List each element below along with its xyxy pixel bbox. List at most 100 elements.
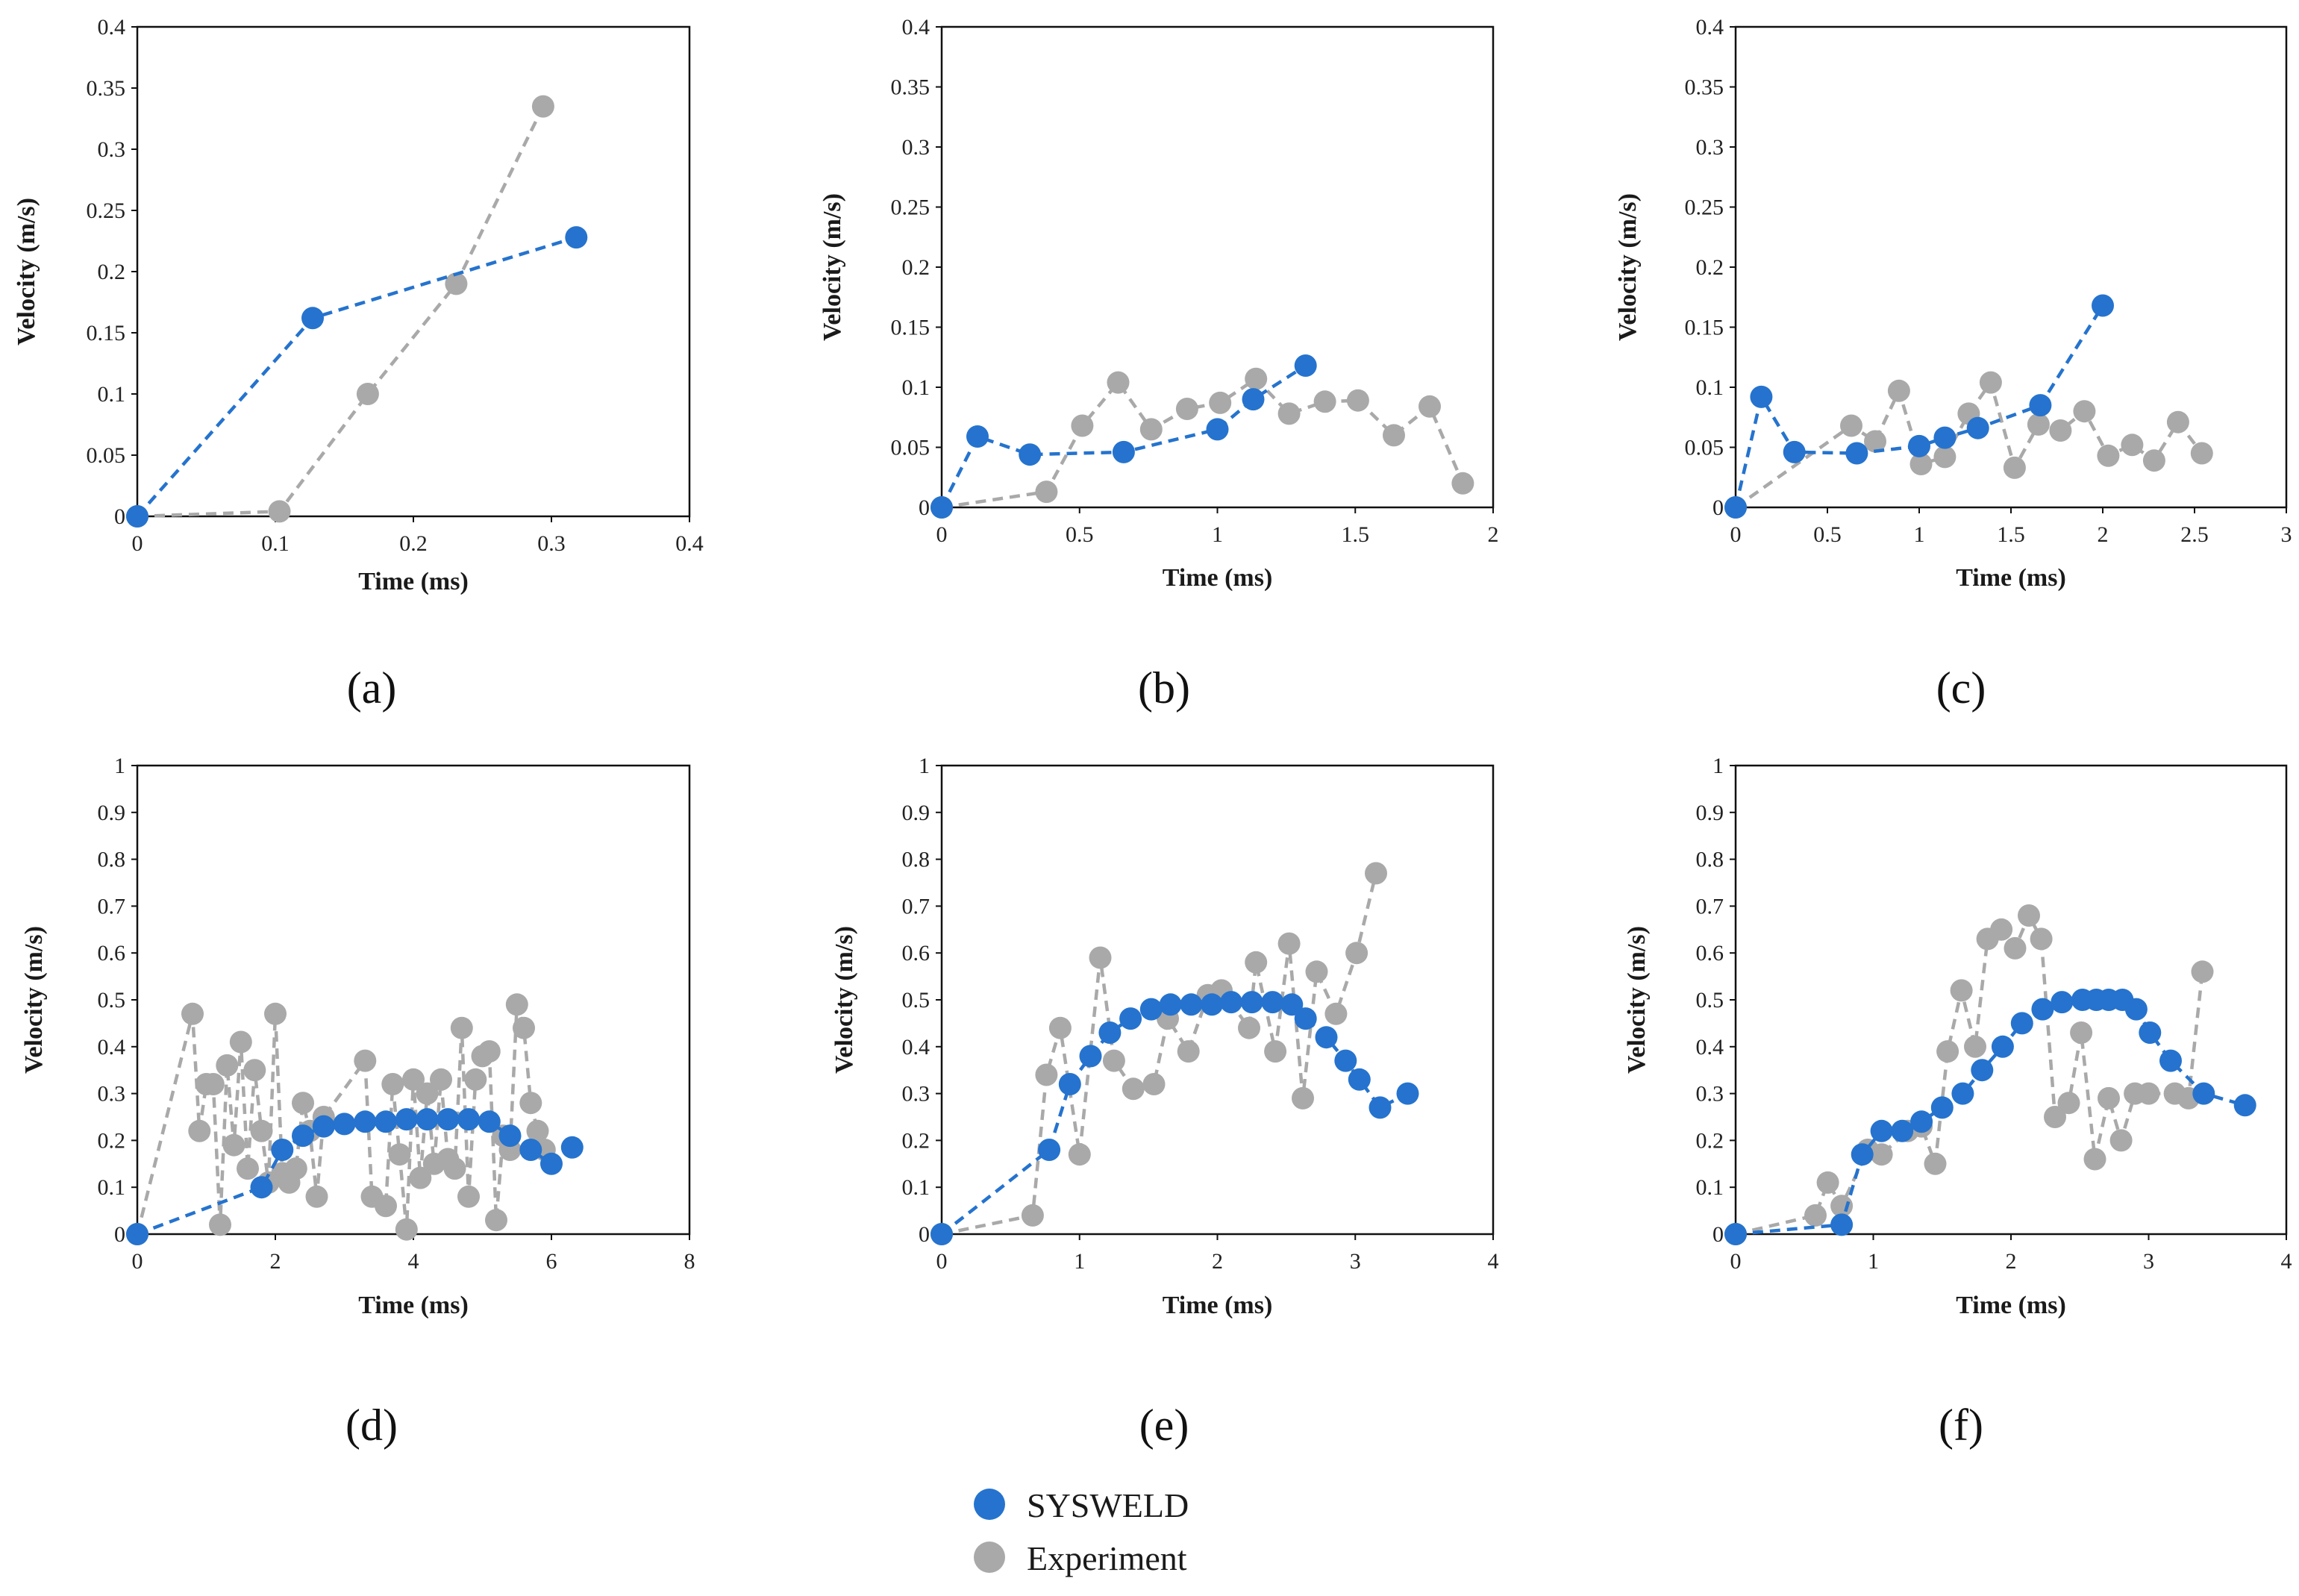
x-tick-label: 6: [546, 1249, 557, 1274]
data-point-experiment: [1950, 979, 1973, 1002]
data-point-experiment: [2073, 400, 2096, 423]
data-point-experiment: [1346, 389, 1369, 412]
data-point-experiment: [1122, 1077, 1145, 1101]
x-tick-label: 4: [2281, 1249, 2292, 1274]
y-tick-label: 0.1: [902, 375, 930, 400]
data-point-sysweld: [966, 425, 989, 448]
data-point-sysweld: [1910, 1110, 1933, 1133]
y-tick-label: 0.3: [98, 137, 126, 162]
data-point-experiment: [1305, 960, 1328, 983]
x-tick-label: 1: [1212, 522, 1223, 547]
data-point-experiment: [292, 1092, 314, 1115]
x-tick-label: 2.5: [2180, 522, 2209, 547]
y-tick-label: 0.4: [1696, 15, 1724, 40]
data-point-experiment: [375, 1195, 397, 1218]
data-point-experiment: [1909, 453, 1933, 475]
data-point-experiment: [188, 1119, 211, 1142]
y-axis-title: Velocity (m/s): [20, 926, 48, 1074]
data-point-experiment: [1840, 414, 1862, 437]
data-point-experiment: [2057, 1092, 2080, 1115]
data-point-sysweld: [1058, 1073, 1081, 1095]
data-point-sysweld: [1991, 1035, 2014, 1058]
series-line-sysweld: [940, 1000, 1409, 1236]
data-point-experiment: [1451, 472, 1474, 495]
plot-frame: [136, 764, 691, 1236]
data-point-experiment: [1933, 445, 1957, 469]
chart-panel-f: 0 0.1 0.2 0.3 0.4 0.5 0.6 0.7 0.8 0.9 1 0 1 2 3 4 Time (…: [1623, 754, 2292, 1450]
data-point-experiment: [381, 1073, 404, 1095]
x-tick-label: 3: [2281, 522, 2292, 547]
y-tick-label: 0: [919, 495, 930, 520]
y-tick-label: 0.6: [1696, 941, 1724, 966]
data-point-experiment: [284, 1157, 307, 1180]
y-tick-label: 0.2: [1696, 255, 1724, 280]
data-point-sysweld: [126, 505, 148, 528]
y-tick-label: 0.5: [98, 988, 126, 1013]
y-tick-label: 0.15: [87, 321, 126, 345]
data-point-sysweld: [1201, 993, 1224, 1016]
data-point-experiment: [2109, 1129, 2133, 1152]
series-line-experiment: [1735, 913, 2204, 1236]
data-point-experiment: [464, 1068, 487, 1091]
data-point-experiment: [229, 1030, 252, 1054]
y-tick-label: 0.1: [98, 382, 126, 407]
data-point-sysweld: [519, 1139, 542, 1161]
y-tick-label: 0.9: [1696, 801, 1724, 825]
x-tick-label: 0.2: [399, 531, 428, 556]
data-point-experiment: [519, 1092, 542, 1115]
x-tick-label: 0.3: [537, 531, 566, 556]
y-tick-label: 0.35: [1685, 75, 1724, 100]
data-point-sysweld: [2124, 998, 2148, 1021]
x-axis-title: Time (ms): [1956, 1292, 2066, 1319]
data-point-experiment: [526, 1119, 549, 1142]
data-point-experiment: [181, 1002, 204, 1025]
y-tick-label: 1: [114, 754, 125, 778]
data-point-experiment: [1021, 1204, 1044, 1227]
data-point-sysweld: [1242, 388, 1265, 411]
data-point-sysweld: [1783, 440, 1806, 463]
legend-experiment-marker: [974, 1542, 1005, 1573]
data-point-experiment: [485, 1209, 507, 1232]
data-point-sysweld: [1750, 385, 1773, 408]
data-point-sysweld: [2092, 294, 2114, 317]
data-point-experiment: [268, 500, 291, 523]
y-tick-label: 0.5: [1696, 988, 1724, 1013]
panel-label: (b): [1138, 663, 1190, 713]
x-tick-label: 0: [1730, 522, 1742, 547]
data-point-experiment: [513, 1016, 535, 1039]
data-point-sysweld: [1870, 1119, 1893, 1142]
data-point-sysweld: [1830, 1213, 1854, 1236]
x-tick-label: 0.1: [261, 531, 290, 556]
data-point-sysweld: [1348, 1068, 1371, 1091]
data-point-sysweld: [540, 1152, 563, 1175]
x-tick-label: 0.4: [675, 531, 704, 556]
series-line-experiment: [941, 377, 1465, 510]
data-point-experiment: [243, 1059, 266, 1082]
y-tick-label: 0.2: [1696, 1128, 1724, 1153]
data-point-sysweld: [1220, 991, 1242, 1014]
data-point-sysweld: [2192, 1082, 2215, 1105]
y-tick-label: 0.35: [87, 76, 126, 101]
data-point-experiment: [1209, 391, 1232, 414]
chart-panel-c: 0 0.05 0.1 0.15 0.2 0.25 0.3 0.35 0.4 0 0.5 1 1.5 2 2.…: [1614, 15, 2292, 713]
y-axis-title: Velocity (m/s): [819, 193, 846, 341]
data-point-sysweld: [375, 1110, 397, 1133]
y-tick-label: 0.3: [98, 1082, 126, 1107]
chart-panels: 00.050.10.150.20.250.30.350.40 0.1 0.2 0.3 0…: [13, 15, 2292, 1450]
data-point-experiment: [450, 1016, 473, 1039]
data-point-experiment: [1035, 481, 1058, 504]
legend-sysweld-label: SYSWELD: [1027, 1486, 1189, 1524]
data-point-experiment: [2097, 444, 2120, 467]
data-point-sysweld: [1845, 442, 1868, 465]
y-tick-label: 0.7: [98, 894, 126, 919]
y-axis-title: Velocity (m/s): [1614, 193, 1642, 341]
data-point-experiment: [1804, 1204, 1827, 1227]
panel-label: (d): [345, 1401, 398, 1450]
y-tick-label: 0.5: [902, 988, 930, 1013]
y-tick-label: 0.25: [1685, 195, 1724, 220]
data-point-sysweld: [301, 307, 324, 330]
data-point-experiment: [1175, 398, 1198, 420]
x-tick-label: 0: [936, 522, 948, 547]
x-tick-label: 2: [2098, 522, 2109, 547]
data-point-experiment: [1048, 1016, 1072, 1039]
